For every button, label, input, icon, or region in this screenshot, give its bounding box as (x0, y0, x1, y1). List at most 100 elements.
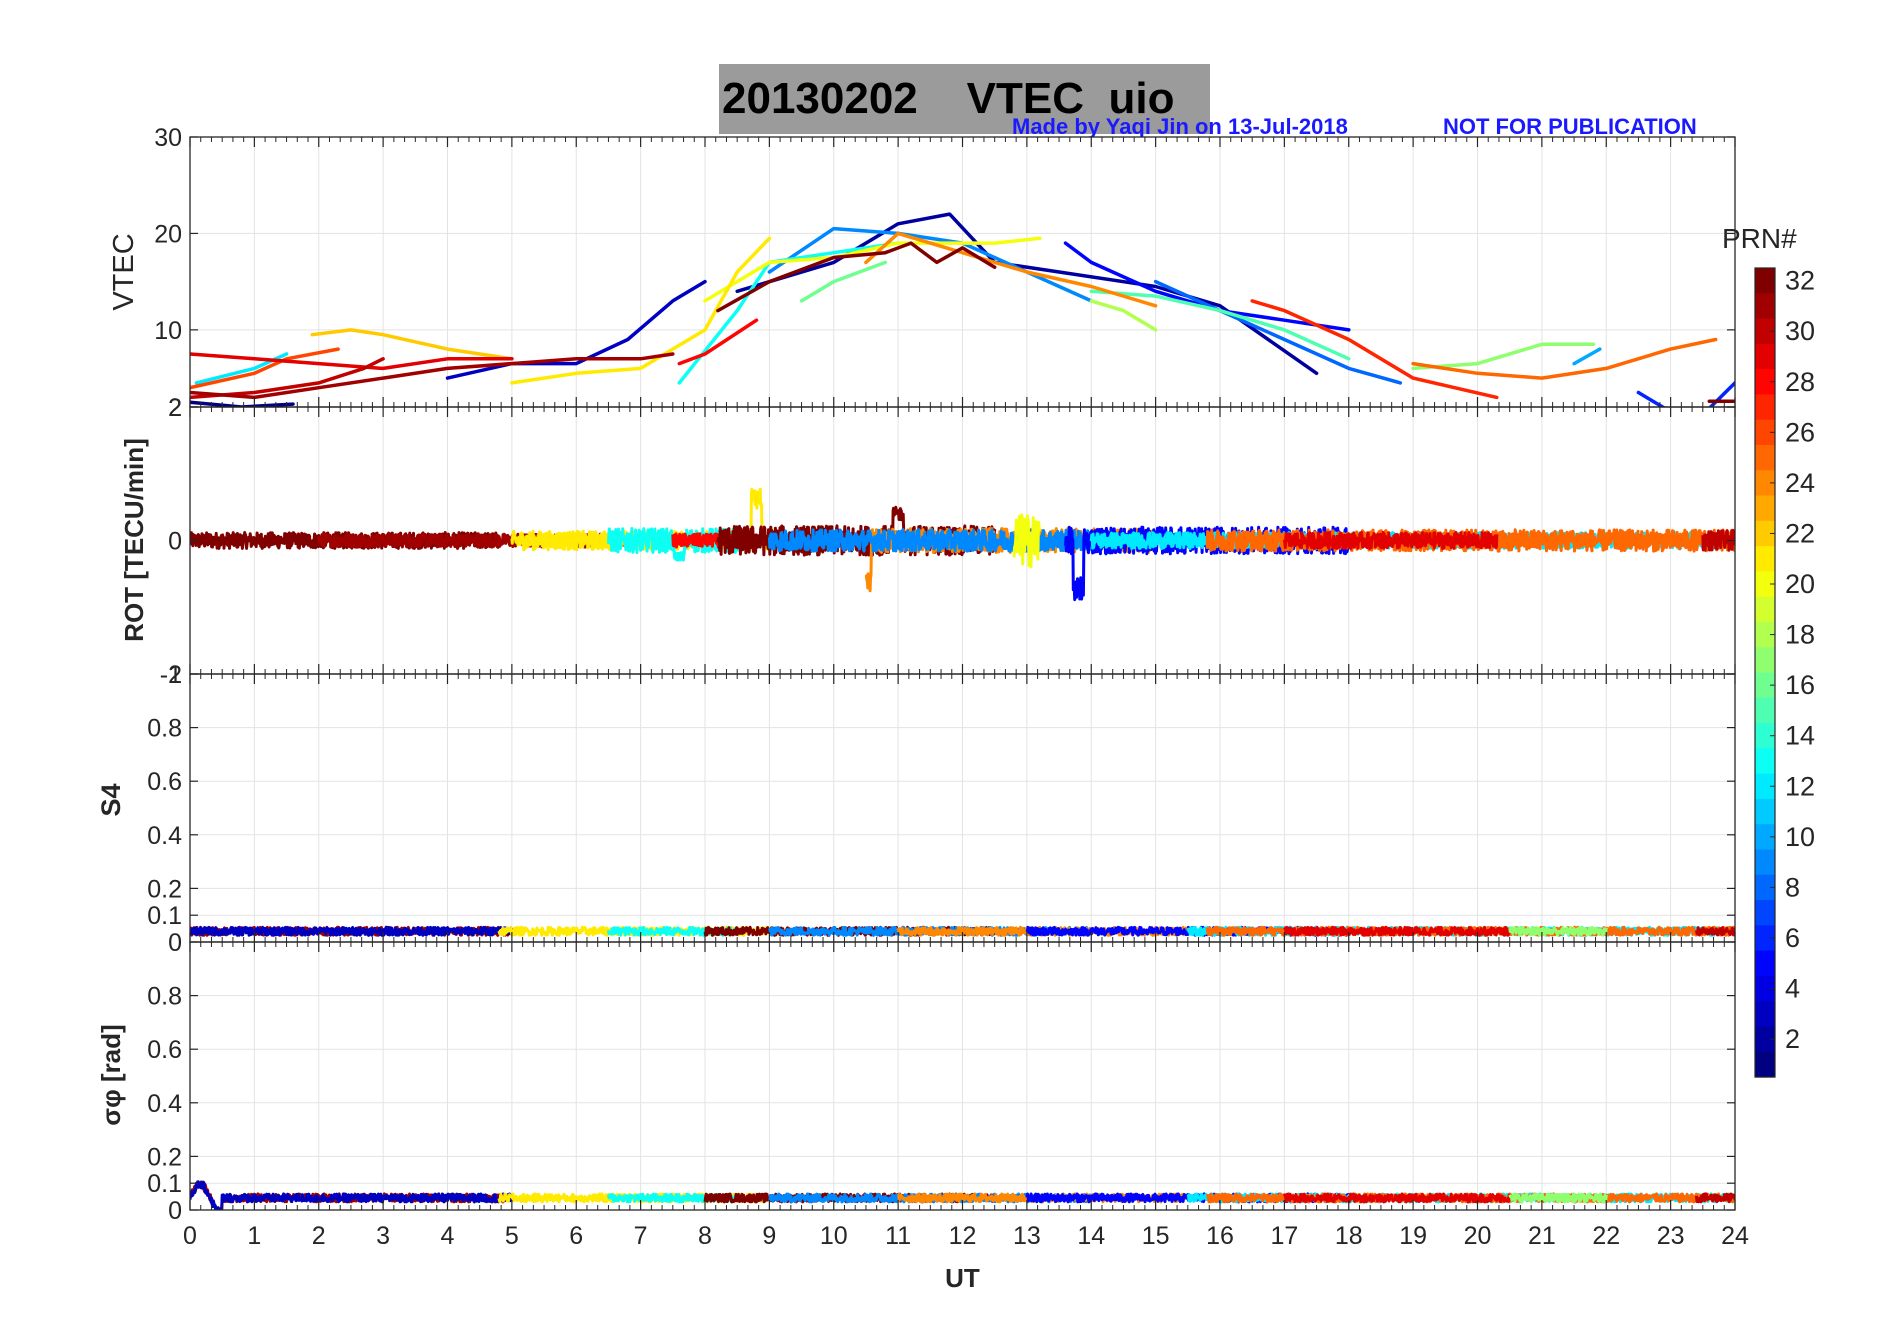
colorbar-segment (1755, 343, 1775, 370)
rot-trace-prn-9 (767, 528, 1093, 553)
colorbar-tick-label: 24 (1785, 468, 1815, 498)
x-tick-label: 16 (1206, 1222, 1234, 1250)
colorbar-segment (1755, 874, 1775, 901)
x-tick-label: 23 (1657, 1222, 1685, 1250)
colorbar-segment (1755, 773, 1775, 800)
sigma-phi-trace-prn-17 (1508, 1192, 1608, 1204)
y-tick-label: 0.2 (147, 1143, 182, 1171)
sigma-phi-trace-prn-3 (190, 1180, 514, 1210)
colorbar-segment (1755, 268, 1775, 294)
y-tick-label: 20 (154, 220, 182, 248)
s4-trace-prn-30 (1694, 926, 1735, 937)
x-tick-label: 19 (1399, 1222, 1427, 1250)
y-tick-label: 10 (154, 317, 182, 345)
colorbar-segment (1755, 647, 1775, 674)
colorbar-segment (1755, 621, 1775, 648)
colorbar-segment (1755, 444, 1775, 471)
y-tick-label: 2 (168, 394, 182, 422)
s4-trace-prn-17 (1508, 925, 1608, 937)
vtec-line-prn-26 (190, 347, 340, 390)
y-tick-label: 0.2 (147, 875, 182, 903)
vtec-axis-label: VTEC (108, 233, 140, 310)
colorbar-segment (1755, 1051, 1775, 1078)
vtec-line-prn-24 (864, 231, 1158, 308)
colorbar-tick-label: 8 (1785, 872, 1800, 902)
colorbar-segment (1755, 925, 1775, 952)
x-tick-label: 12 (949, 1222, 977, 1250)
colorbar-segment (1755, 723, 1775, 749)
title-quantity: VTEC (966, 74, 1085, 123)
x-tick-label: 22 (1592, 1222, 1620, 1250)
colorbar-tick-label: 6 (1785, 923, 1800, 953)
vtec-line-prn-18 (1089, 299, 1158, 332)
colorbar-tick-label: 2 (1785, 1024, 1800, 1054)
x-tick-label: 24 (1721, 1222, 1749, 1250)
colorbar-segment (1755, 318, 1775, 345)
colorbar-segment (1755, 596, 1775, 623)
vtec-line-prn-5 (1063, 241, 1351, 332)
colorbar-segment (1755, 394, 1775, 421)
s4-axis-label: S4 (96, 783, 126, 816)
y-tick-label: 30 (154, 124, 182, 152)
colorbar-tick-label: 16 (1785, 670, 1815, 700)
y-tick-label: 0 (168, 929, 182, 957)
s4-trace-prn-29 (1283, 925, 1512, 937)
y-tick-label: 0.4 (147, 822, 182, 850)
y-tick-label: 0 (168, 528, 182, 556)
vtec-line-prn-9 (767, 226, 1094, 303)
y-tick-label: -2 (160, 661, 182, 689)
x-tick-label: 11 (885, 1222, 911, 1250)
colorbar-segment (1755, 1026, 1775, 1053)
rot-axis-label: ROT [TECU/min] (119, 438, 149, 642)
x-tick-label: 20 (1464, 1222, 1492, 1250)
title-date: 20130202 (722, 74, 918, 123)
x-tick-label: 2 (312, 1222, 326, 1250)
x-tick-label: 14 (1077, 1222, 1105, 1250)
x-tick-label: 5 (505, 1222, 519, 1250)
colorbar-tick-label: 14 (1785, 721, 1815, 751)
colorbar-tick-label: 10 (1785, 822, 1815, 852)
vtec-line-prn-10 (1572, 347, 1602, 366)
colorbar-tick-label: 30 (1785, 316, 1815, 346)
x-tick-label: 13 (1013, 1222, 1041, 1250)
colorbar-tick-label: 26 (1785, 417, 1815, 447)
x-tick-label: 7 (634, 1222, 648, 1250)
rot-trace-prn-29 (1282, 531, 1499, 550)
y-tick-label: 0.8 (147, 983, 182, 1011)
y-tick-label: 0.4 (147, 1090, 182, 1118)
colorbar-tick-label: 20 (1785, 569, 1815, 599)
publication-notice: NOT FOR PUBLICATION (1443, 114, 1697, 139)
y-tick-label: 0.6 (147, 1036, 182, 1064)
colorbar-segment (1755, 950, 1775, 977)
title-station: uio (1108, 74, 1175, 123)
credit-text: Made by Yaqi Jin on 13-Jul-2018 (1012, 114, 1348, 139)
x-tick-label: 9 (762, 1222, 776, 1250)
vtec-line-prn-32 (716, 241, 997, 313)
y-tick-label: 1 (168, 661, 182, 689)
colorbar-tick-label: 18 (1785, 620, 1815, 650)
vtec-line-prn-17 (1411, 342, 1596, 371)
sigma-phi-trace-prn-29 (1283, 1192, 1512, 1204)
y-tick-label: 0.1 (147, 1170, 182, 1198)
y-tick-label: 0.6 (147, 768, 182, 796)
x-tick-label: 17 (1270, 1222, 1298, 1250)
x-tick-label: 4 (441, 1222, 455, 1250)
colorbar-frame (1754, 267, 1776, 1078)
colorbar-segment (1755, 293, 1775, 320)
x-tick-label: 0 (183, 1222, 197, 1250)
y-tick-label: 0 (168, 1197, 182, 1225)
colorbar-segment (1755, 470, 1775, 497)
vtec-line-prn-28 (677, 318, 759, 366)
colorbar-segment (1755, 824, 1775, 851)
colorbar-segment (1755, 900, 1775, 926)
colorbar-segment (1755, 748, 1775, 775)
rot-trace-prn-20 (1012, 513, 1042, 569)
x-tick-label: 3 (376, 1222, 390, 1250)
colorbar-tick-label: 22 (1785, 518, 1815, 548)
vtec-line-prn-29 (190, 352, 514, 371)
colorbar-segment (1755, 1001, 1775, 1028)
colorbar-segment (1755, 849, 1775, 876)
y-tick-label: 0.1 (147, 902, 182, 930)
colorbar-segment (1755, 798, 1775, 825)
